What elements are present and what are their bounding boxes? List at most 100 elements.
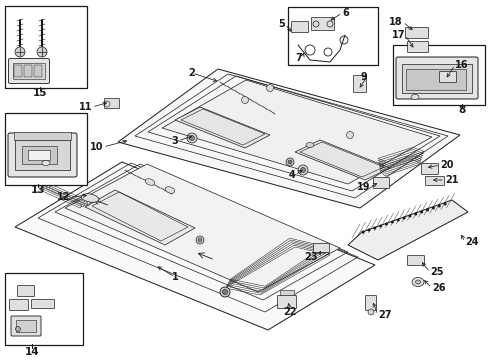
Circle shape bbox=[396, 219, 399, 221]
Bar bbox=[24, 65, 32, 77]
Circle shape bbox=[16, 327, 20, 332]
FancyBboxPatch shape bbox=[8, 59, 49, 84]
Circle shape bbox=[189, 135, 194, 140]
Text: 26: 26 bbox=[431, 283, 445, 293]
Bar bbox=[280, 290, 293, 295]
FancyBboxPatch shape bbox=[421, 163, 438, 175]
FancyBboxPatch shape bbox=[405, 27, 427, 39]
FancyBboxPatch shape bbox=[395, 57, 477, 99]
Polygon shape bbox=[162, 80, 431, 184]
Circle shape bbox=[198, 238, 202, 242]
Circle shape bbox=[297, 165, 307, 175]
Bar bbox=[22, 146, 57, 164]
Text: 16: 16 bbox=[454, 60, 468, 70]
Circle shape bbox=[402, 216, 405, 220]
Text: 25: 25 bbox=[429, 267, 443, 277]
Circle shape bbox=[222, 289, 227, 294]
Bar bbox=[16, 320, 36, 332]
Text: 18: 18 bbox=[388, 17, 402, 27]
Text: 17: 17 bbox=[391, 30, 404, 40]
FancyBboxPatch shape bbox=[311, 18, 334, 31]
Text: 14: 14 bbox=[24, 347, 39, 357]
Circle shape bbox=[419, 211, 422, 213]
Circle shape bbox=[196, 236, 203, 244]
Circle shape bbox=[287, 160, 291, 164]
FancyBboxPatch shape bbox=[365, 296, 376, 310]
FancyBboxPatch shape bbox=[8, 133, 77, 177]
Ellipse shape bbox=[411, 278, 423, 287]
Text: 8: 8 bbox=[457, 105, 465, 115]
FancyBboxPatch shape bbox=[407, 41, 427, 53]
Ellipse shape bbox=[410, 95, 418, 99]
Text: 19: 19 bbox=[356, 182, 369, 192]
Circle shape bbox=[372, 226, 375, 230]
Circle shape bbox=[437, 204, 440, 207]
Bar bbox=[5, 113, 87, 185]
FancyBboxPatch shape bbox=[104, 99, 119, 108]
Polygon shape bbox=[65, 164, 339, 292]
Text: 13: 13 bbox=[31, 185, 45, 195]
FancyBboxPatch shape bbox=[353, 76, 366, 93]
Circle shape bbox=[15, 47, 25, 57]
Text: 15: 15 bbox=[33, 88, 47, 98]
Circle shape bbox=[186, 133, 197, 143]
Circle shape bbox=[443, 202, 446, 206]
FancyBboxPatch shape bbox=[18, 285, 35, 297]
Text: 20: 20 bbox=[439, 160, 452, 170]
Text: 22: 22 bbox=[283, 307, 296, 317]
Circle shape bbox=[266, 85, 273, 91]
Bar bbox=[14, 132, 71, 140]
Bar bbox=[405, 69, 465, 90]
Circle shape bbox=[407, 215, 410, 217]
Bar bbox=[5, 6, 87, 88]
FancyBboxPatch shape bbox=[11, 316, 41, 336]
FancyBboxPatch shape bbox=[277, 296, 296, 309]
Polygon shape bbox=[15, 162, 374, 330]
Bar bbox=[392, 45, 484, 105]
Polygon shape bbox=[294, 140, 389, 180]
Text: 6: 6 bbox=[341, 8, 348, 18]
Text: 9: 9 bbox=[360, 72, 366, 82]
Ellipse shape bbox=[415, 280, 420, 284]
FancyBboxPatch shape bbox=[9, 300, 28, 310]
FancyBboxPatch shape bbox=[291, 22, 308, 32]
Circle shape bbox=[300, 167, 305, 172]
Polygon shape bbox=[175, 107, 269, 148]
Text: 1: 1 bbox=[171, 272, 178, 282]
Polygon shape bbox=[118, 69, 459, 208]
Text: 27: 27 bbox=[377, 310, 391, 320]
Text: 11: 11 bbox=[79, 102, 92, 112]
Circle shape bbox=[366, 229, 369, 231]
Circle shape bbox=[367, 309, 373, 315]
Circle shape bbox=[37, 47, 47, 57]
Text: 7: 7 bbox=[295, 53, 302, 63]
Text: 3: 3 bbox=[171, 136, 178, 146]
Ellipse shape bbox=[81, 194, 99, 202]
Bar bbox=[13, 63, 45, 79]
FancyBboxPatch shape bbox=[313, 243, 329, 252]
Circle shape bbox=[384, 222, 387, 225]
Bar bbox=[34, 65, 42, 77]
Text: 10: 10 bbox=[89, 142, 103, 152]
FancyBboxPatch shape bbox=[373, 177, 389, 189]
Circle shape bbox=[413, 212, 416, 216]
Text: 5: 5 bbox=[278, 19, 285, 29]
Circle shape bbox=[390, 220, 393, 224]
Circle shape bbox=[378, 225, 381, 228]
Bar bbox=[5, 273, 83, 345]
Text: 12: 12 bbox=[57, 192, 70, 202]
Text: 4: 4 bbox=[287, 170, 294, 180]
FancyBboxPatch shape bbox=[407, 256, 424, 266]
Bar bbox=[401, 64, 471, 93]
Bar bbox=[14, 65, 22, 77]
Text: 24: 24 bbox=[464, 237, 478, 247]
FancyBboxPatch shape bbox=[439, 72, 456, 82]
Circle shape bbox=[361, 230, 364, 234]
Circle shape bbox=[285, 158, 293, 166]
Ellipse shape bbox=[42, 161, 50, 166]
Ellipse shape bbox=[145, 179, 155, 185]
Circle shape bbox=[431, 207, 434, 210]
Polygon shape bbox=[85, 190, 195, 245]
Circle shape bbox=[425, 208, 428, 212]
Ellipse shape bbox=[305, 143, 313, 148]
